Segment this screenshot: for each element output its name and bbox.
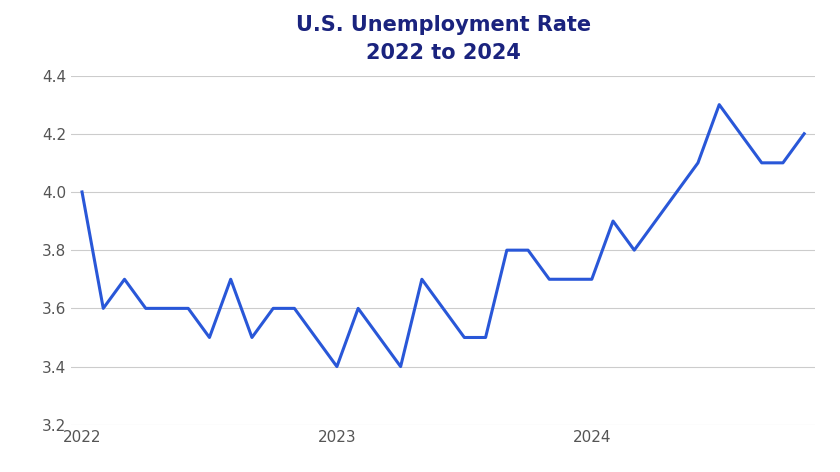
Title: U.S. Unemployment Rate
2022 to 2024: U.S. Unemployment Rate 2022 to 2024 — [296, 15, 591, 63]
